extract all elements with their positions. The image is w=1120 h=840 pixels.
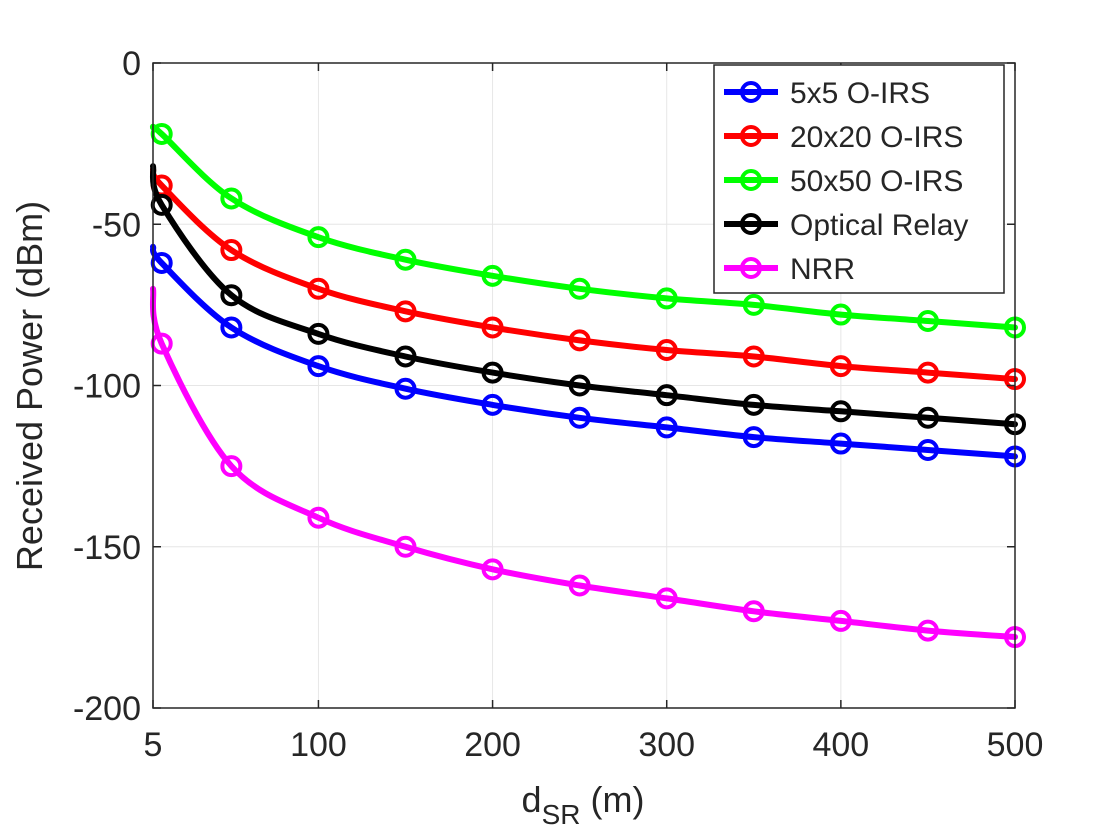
- data-point-5x5-o-irs: [568, 406, 591, 429]
- legend-marker-20x20-o-irs: [740, 125, 762, 147]
- x-tick-label: 500: [987, 726, 1044, 764]
- data-point-5x5-o-irs: [307, 355, 330, 378]
- legend-label-5x5-o-irs: 5x5 O-IRS: [790, 77, 930, 110]
- data-point-nrr: [916, 619, 939, 642]
- legend-label-50x50-o-irs: 50x50 O-IRS: [790, 165, 963, 198]
- data-point-50x50-o-irs: [568, 277, 591, 300]
- y-tick-label: -150: [73, 529, 141, 567]
- y-tick-label: -50: [92, 206, 141, 244]
- tick-layer: 5 100 200 300 400 500 0 -50 -100 -150 -200: [73, 45, 1043, 764]
- data-point-20x20-o-irs: [307, 277, 330, 300]
- data-point-nrr: [481, 558, 504, 581]
- legend-marker-50x50-o-irs: [740, 169, 762, 191]
- data-point-optical-relay: [742, 393, 765, 416]
- data-point-50x50-o-irs: [481, 264, 504, 287]
- series-layer: [149, 122, 1026, 649]
- data-point-nrr: [742, 600, 765, 623]
- data-point-optical-relay: [916, 406, 939, 429]
- y-tick-label: -200: [73, 690, 141, 728]
- data-point-20x20-o-irs: [394, 300, 417, 323]
- series-line-5x5-o-irs: [149, 243, 1018, 460]
- legend-label-optical-relay: Optical Relay: [790, 209, 968, 242]
- data-point-5x5-o-irs: [829, 432, 852, 455]
- data-point-5x5-o-irs: [916, 439, 939, 461]
- data-point-5x5-o-irs: [394, 377, 417, 400]
- data-point-optical-relay: [481, 361, 504, 384]
- data-point-50x50-o-irs: [655, 287, 678, 310]
- x-tick-label: 300: [638, 726, 695, 764]
- data-point-optical-relay: [655, 384, 678, 407]
- legend: 5x5 O-IRS 20x20 O-IRS 50x50 O-IRS Optical R…: [713, 64, 1005, 294]
- data-point-optical-relay: [829, 400, 852, 423]
- data-point-50x50-o-irs: [220, 187, 243, 210]
- x-tick-label: 100: [290, 726, 347, 764]
- legend-label-20x20-o-irs: 20x20 O-IRS: [790, 121, 963, 154]
- legend-marker-5x5-o-irs: [740, 81, 762, 103]
- legend-marker-nrr: [740, 257, 762, 279]
- data-point-5x5-o-irs: [742, 426, 765, 449]
- legend-label-nrr: NRR: [790, 253, 855, 286]
- x-tick-label: 400: [812, 726, 869, 764]
- data-point-50x50-o-irs: [394, 248, 417, 271]
- data-point-50x50-o-irs: [307, 226, 330, 249]
- x-axis-label-subscript: SR: [542, 799, 581, 830]
- data-point-20x20-o-irs: [568, 329, 591, 352]
- data-point-nrr: [655, 587, 678, 610]
- data-point-optical-relay: [220, 284, 243, 307]
- data-point-nrr: [829, 609, 852, 632]
- legend-marker-optical-relay: [740, 213, 762, 235]
- data-point-nrr: [307, 506, 330, 529]
- x-axis-label: dSR (m): [522, 779, 645, 830]
- data-point-optical-relay: [394, 345, 417, 368]
- data-point-20x20-o-irs: [916, 361, 939, 384]
- data-point-20x20-o-irs: [742, 345, 765, 368]
- series-line-20x20-o-irs: [149, 166, 1018, 383]
- data-point-5x5-o-irs: [655, 416, 678, 439]
- data-point-optical-relay: [307, 322, 330, 345]
- y-axis-label: Received Power (dBm): [9, 201, 50, 571]
- data-point-nrr: [220, 455, 243, 478]
- data-point-5x5-o-irs: [220, 316, 243, 339]
- data-point-50x50-o-irs: [742, 293, 765, 316]
- x-tick-label: 5: [144, 726, 163, 764]
- data-point-20x20-o-irs: [220, 239, 243, 262]
- series-line-50x50-o-irs: [149, 123, 1018, 331]
- data-point-optical-relay: [568, 374, 591, 397]
- data-point-50x50-o-irs: [829, 303, 852, 326]
- x-tick-label: 200: [464, 726, 521, 764]
- data-point-20x20-o-irs: [829, 355, 852, 378]
- y-tick-label: 0: [122, 45, 141, 83]
- x-axis-label-main: d: [522, 779, 542, 820]
- data-point-20x20-o-irs: [655, 339, 678, 362]
- x-axis-label-unit: (m): [580, 779, 644, 820]
- y-tick-label: -100: [73, 368, 141, 406]
- data-point-nrr: [394, 535, 417, 558]
- data-point-20x20-o-irs: [481, 316, 504, 339]
- data-point-nrr: [568, 574, 591, 597]
- data-point-5x5-o-irs: [481, 393, 504, 416]
- data-point-50x50-o-irs: [916, 310, 939, 332]
